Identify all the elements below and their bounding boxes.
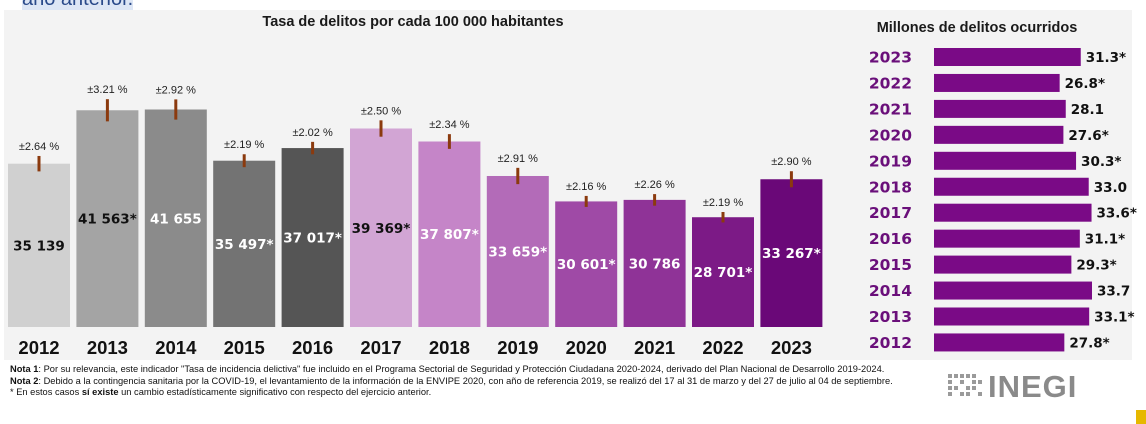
bar xyxy=(486,175,549,327)
bar xyxy=(934,281,1092,300)
bar xyxy=(8,163,70,327)
error-label: ±2.02 % xyxy=(292,127,333,139)
y-tick-label: 2020 xyxy=(869,126,912,144)
value-label: 28 701* xyxy=(694,265,753,281)
error-label: ±2.19 % xyxy=(224,139,265,151)
y-tick-label: 2016 xyxy=(869,230,912,248)
value-label: 28.1 xyxy=(1071,102,1104,118)
crimes-millions-bar-chart: Millones de delitos ocurridos 2023 31.3* 2… xyxy=(869,20,1137,352)
bar xyxy=(281,148,344,327)
value-label: 26.8* xyxy=(1065,76,1105,92)
bar xyxy=(350,128,412,327)
logo-dots-icon xyxy=(948,374,982,396)
x-tick-label: 2023 xyxy=(771,337,812,358)
bar xyxy=(934,99,1066,118)
crime-rate-bar-chart: Tasa de delitos por cada 100 000 habitan… xyxy=(8,14,823,358)
y-tick-label: 2015 xyxy=(869,256,912,274)
value-label: 33 267* xyxy=(762,246,821,262)
note-2: Nota 2: Debido a la contingencia sanitar… xyxy=(10,375,893,386)
y-tick-label: 2012 xyxy=(869,334,912,352)
x-tick-label: 2020 xyxy=(566,337,607,358)
logo-wordmark: INEGI xyxy=(988,369,1078,404)
bar xyxy=(934,73,1060,92)
value-label: 33.1* xyxy=(1094,310,1134,326)
error-label: ±3.21 % xyxy=(87,84,128,96)
value-label: 39 369* xyxy=(352,221,411,237)
bar xyxy=(934,203,1092,222)
x-tick-label: 2018 xyxy=(429,337,470,358)
value-label: 30.3* xyxy=(1081,154,1121,170)
value-label: 29.3* xyxy=(1076,258,1116,274)
value-label: 33.7 xyxy=(1097,284,1130,300)
bar xyxy=(934,255,1072,274)
value-label: 37 807* xyxy=(420,227,479,243)
value-label: 37 017* xyxy=(283,231,342,247)
y-tick-label: 2017 xyxy=(869,204,912,222)
edge-accent xyxy=(1136,410,1146,424)
x-tick-label: 2014 xyxy=(155,337,197,358)
y-tick-label: 2022 xyxy=(869,74,912,92)
value-label: 41 563* xyxy=(78,212,137,228)
y-tick-label: 2013 xyxy=(869,308,912,326)
value-label: 35 139 xyxy=(13,238,65,254)
error-label: ±2.90 % xyxy=(771,156,812,168)
value-label: 33 659* xyxy=(488,244,547,260)
bar xyxy=(934,307,1090,326)
bar xyxy=(555,201,618,327)
bar xyxy=(934,333,1065,352)
value-label: 30 786 xyxy=(629,256,681,272)
error-label: ±2.91 % xyxy=(498,153,539,165)
bar xyxy=(934,229,1080,248)
y-tick-label: 2014 xyxy=(869,282,912,300)
note-1: Nota 1: Por su relevancia, este indicado… xyxy=(10,364,885,374)
error-label: ±2.92 % xyxy=(156,84,197,96)
x-tick-label: 2016 xyxy=(292,337,333,358)
value-label: 33.6* xyxy=(1097,206,1137,222)
error-label: ±2.50 % xyxy=(361,105,402,117)
x-tick-label: 2015 xyxy=(224,337,265,358)
bar xyxy=(760,179,823,327)
chart-title: Tasa de delitos por cada 100 000 habitan… xyxy=(262,14,563,30)
notes-section: Nota 1: Por su relevancia, este indicado… xyxy=(10,364,930,399)
error-label: ±2.26 % xyxy=(634,179,675,191)
y-tick-label: 2019 xyxy=(869,152,912,170)
value-label: 27.8* xyxy=(1069,335,1109,351)
x-tick-label: 2013 xyxy=(87,337,128,358)
value-label: 30 601* xyxy=(557,257,616,273)
inegi-logo: INEGI xyxy=(948,369,1108,404)
value-label: 33.0 xyxy=(1094,180,1127,196)
clipped-heading-text: año anterior. xyxy=(0,0,150,14)
x-tick-label: 2022 xyxy=(702,337,743,358)
value-label: 41 655 xyxy=(150,211,202,227)
y-tick-label: 2021 xyxy=(869,100,912,118)
error-label: ±2.16 % xyxy=(566,181,607,193)
error-label: ±2.34 % xyxy=(429,119,470,131)
chart-title: Millones de delitos ocurridos xyxy=(877,20,1078,36)
x-tick-label: 2012 xyxy=(18,337,59,358)
bar xyxy=(76,110,139,327)
error-label: ±2.19 % xyxy=(703,197,744,209)
bar xyxy=(144,109,207,328)
bar xyxy=(934,151,1077,170)
value-label: 31.3* xyxy=(1086,50,1126,66)
x-tick-label: 2019 xyxy=(497,337,538,358)
x-tick-label: 2021 xyxy=(634,337,675,358)
y-tick-label: 2018 xyxy=(869,178,912,196)
bar xyxy=(934,48,1081,66)
value-label: 31.1* xyxy=(1085,232,1125,248)
bar xyxy=(213,160,276,327)
bar xyxy=(692,217,754,327)
bar xyxy=(934,125,1064,144)
bar xyxy=(623,199,686,327)
x-tick-label: 2017 xyxy=(360,337,401,358)
bar xyxy=(418,141,481,327)
footnote: * En estos casos sí existe un cambio est… xyxy=(10,387,432,397)
error-label: ±2.64 % xyxy=(19,141,60,153)
value-label: 35 497* xyxy=(215,237,274,253)
value-label: 27.6* xyxy=(1068,128,1108,144)
y-tick-label: 2023 xyxy=(869,49,912,67)
bar xyxy=(934,177,1089,196)
